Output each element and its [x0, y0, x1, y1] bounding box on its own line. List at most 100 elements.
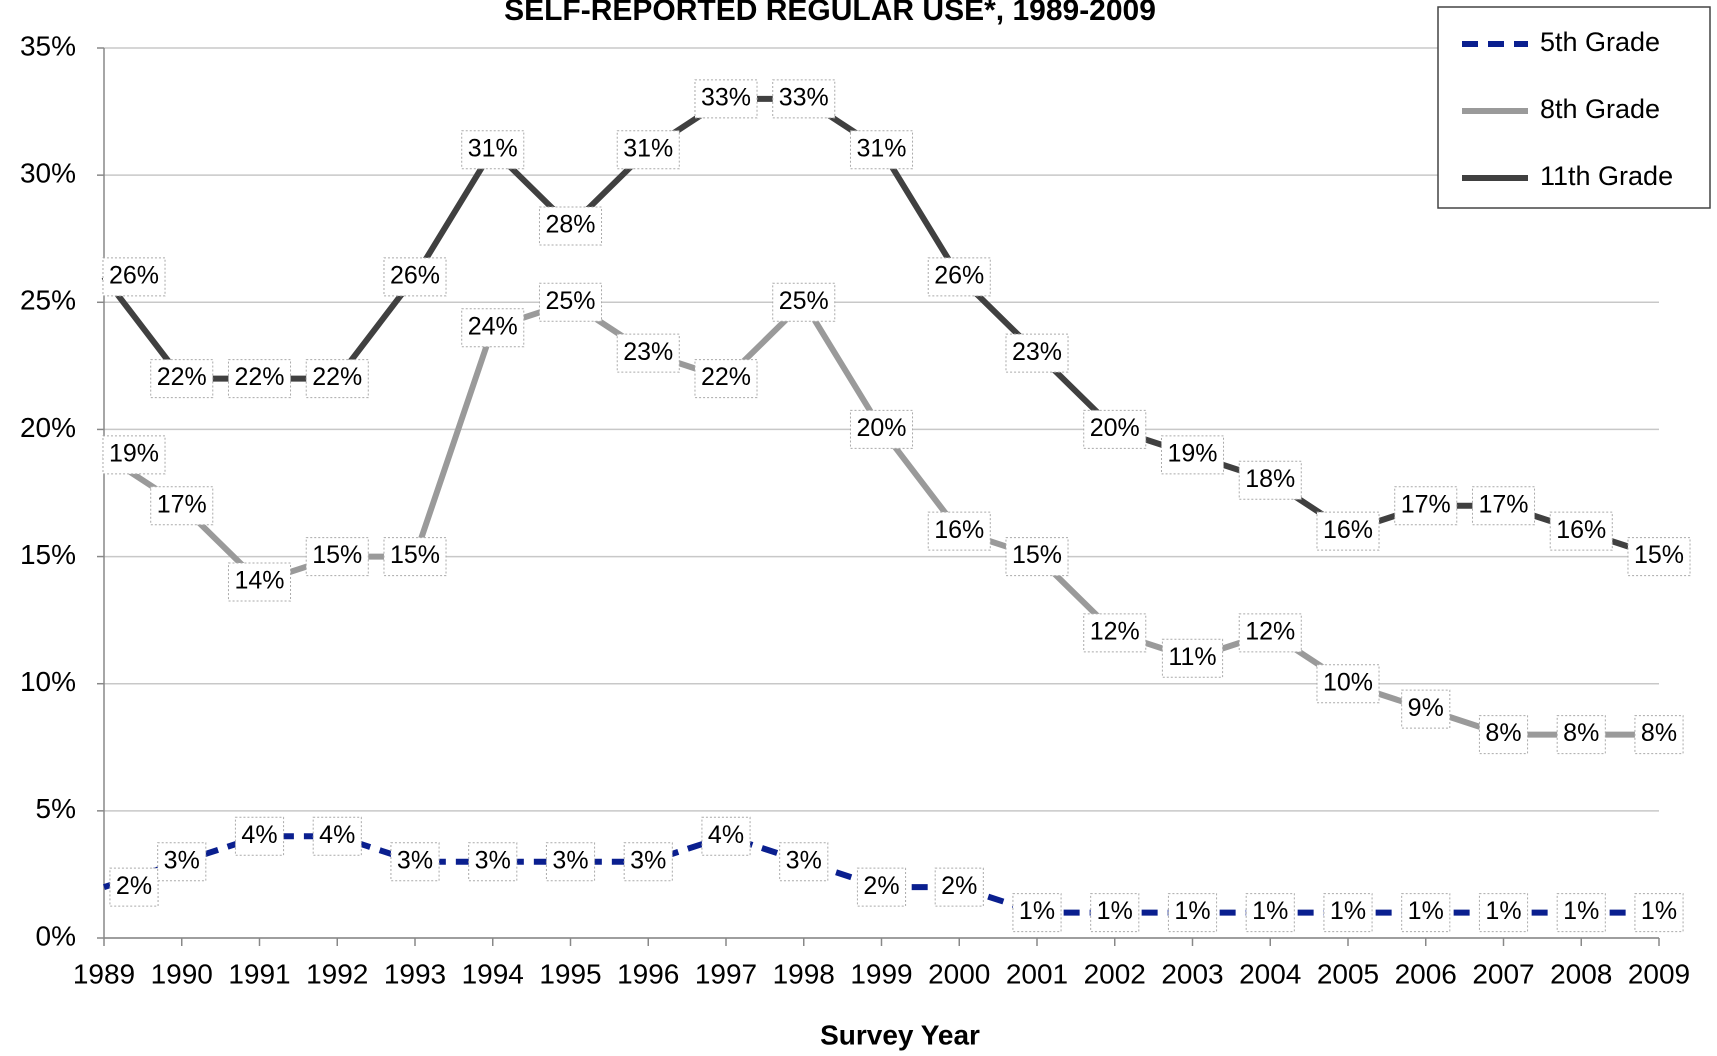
data-label: 12% [1238, 613, 1302, 653]
data-label: 1% [1634, 893, 1684, 933]
data-label-box [545, 842, 596, 882]
data-label-text: 19% [109, 439, 159, 467]
data-label-box [772, 282, 836, 322]
data-label: 26% [102, 257, 166, 297]
data-label: 23% [1005, 333, 1069, 373]
data-label: 16% [927, 511, 991, 551]
data-label-text: 9% [1408, 694, 1444, 722]
legend-label: 5th Grade [1540, 27, 1660, 57]
data-label-box [1401, 893, 1451, 933]
data-label: 1% [1401, 893, 1451, 933]
data-label: 9% [1401, 689, 1451, 729]
data-label-box [1238, 460, 1302, 500]
data-label-text: 1% [1330, 897, 1366, 925]
data-label-box [779, 842, 829, 882]
data-label: 15% [1627, 537, 1691, 577]
y-tick-label: 0% [36, 920, 76, 951]
data-label: 33% [694, 79, 758, 119]
data-label-box [1634, 893, 1684, 933]
legend: 5th Grade 8th Grade 11th Grade [1437, 6, 1711, 209]
data-label-box [1161, 638, 1224, 678]
data-label-box [468, 842, 518, 882]
data-label: 3% [468, 842, 518, 882]
data-label-box [849, 130, 914, 170]
x-tick-label: 1997 [695, 958, 757, 989]
data-label-text: 26% [390, 261, 440, 289]
data-label: 8% [1634, 715, 1684, 755]
data-label-text: 23% [623, 338, 673, 366]
data-label-box [305, 537, 369, 577]
data-label: 26% [927, 257, 991, 297]
data-label-text: 22% [312, 363, 362, 391]
data-label-box [1556, 715, 1606, 755]
data-label-box [383, 537, 447, 577]
data-label-box [1012, 893, 1062, 933]
data-label-box [772, 79, 836, 119]
data-label-text: 16% [1556, 516, 1606, 544]
data-label-box [1005, 333, 1069, 373]
data-label: 2% [856, 867, 907, 907]
data-label: 19% [1160, 435, 1225, 475]
x-tick-label: 2009 [1628, 958, 1690, 989]
data-label: 16% [1549, 511, 1613, 551]
x-tick-label: 1998 [773, 958, 835, 989]
data-label-text: 3% [552, 846, 588, 874]
data-label-box [1471, 486, 1536, 526]
data-label-text: 1% [1174, 897, 1210, 925]
x-tick-label: 2005 [1317, 958, 1379, 989]
data-label-text: 4% [241, 821, 277, 849]
data-label-box [1627, 537, 1691, 577]
data-label-box [1478, 893, 1529, 933]
data-label: 22% [150, 359, 214, 399]
data-label-text: 15% [390, 541, 440, 569]
data-label: 15% [383, 537, 447, 577]
data-label-text: 16% [934, 516, 984, 544]
data-label-box [1090, 893, 1140, 933]
data-label: 4% [234, 816, 285, 856]
x-tick-label: 2006 [1395, 958, 1457, 989]
data-label: 3% [157, 842, 207, 882]
data-label-text: 15% [1634, 541, 1684, 569]
data-label: 18% [1238, 460, 1302, 500]
data-label: 1% [1323, 893, 1373, 933]
y-tick-label: 5% [36, 793, 76, 824]
x-tick-label: 2007 [1472, 958, 1534, 989]
data-label-text: 8% [1641, 719, 1677, 747]
y-tick-label: 35% [20, 30, 76, 61]
data-label-box [701, 816, 751, 856]
data-label-text: 23% [1012, 338, 1062, 366]
y-tick-label: 10% [20, 666, 76, 697]
data-label-text: 26% [109, 261, 159, 289]
data-label-text: 18% [1245, 465, 1295, 493]
data-label-box [616, 333, 680, 373]
x-tick-label: 2000 [928, 958, 990, 989]
y-tick-label: 20% [20, 412, 76, 443]
data-label-text: 2% [863, 872, 899, 900]
data-label: 4% [312, 816, 362, 856]
x-tick-label: 2008 [1550, 958, 1612, 989]
data-label-text: 3% [397, 846, 433, 874]
data-label-box [849, 409, 914, 449]
data-label-text: 4% [708, 821, 744, 849]
data-label: 1% [1478, 893, 1529, 933]
data-label-box [623, 842, 673, 882]
y-tick-label: 25% [20, 285, 76, 316]
data-label-text: 16% [1323, 516, 1373, 544]
x-tick-label: 1999 [850, 958, 912, 989]
data-label-text: 15% [1012, 541, 1062, 569]
data-label-text: 17% [1401, 490, 1451, 518]
data-label-text: 2% [941, 872, 977, 900]
data-label-text: 1% [1563, 897, 1599, 925]
data-label: 4% [701, 816, 751, 856]
data-label-box [157, 842, 207, 882]
data-label-text: 20% [856, 414, 906, 442]
data-label-box [1167, 893, 1218, 933]
data-label-text: 31% [623, 134, 673, 162]
data-label-text: 12% [1245, 617, 1295, 645]
data-label-text: 8% [1563, 719, 1599, 747]
x-tick-label: 2001 [1006, 958, 1068, 989]
data-label-box [1394, 486, 1458, 526]
data-label-box [856, 867, 907, 907]
legend-label: 8th Grade [1540, 94, 1660, 124]
data-label-box [109, 867, 159, 907]
